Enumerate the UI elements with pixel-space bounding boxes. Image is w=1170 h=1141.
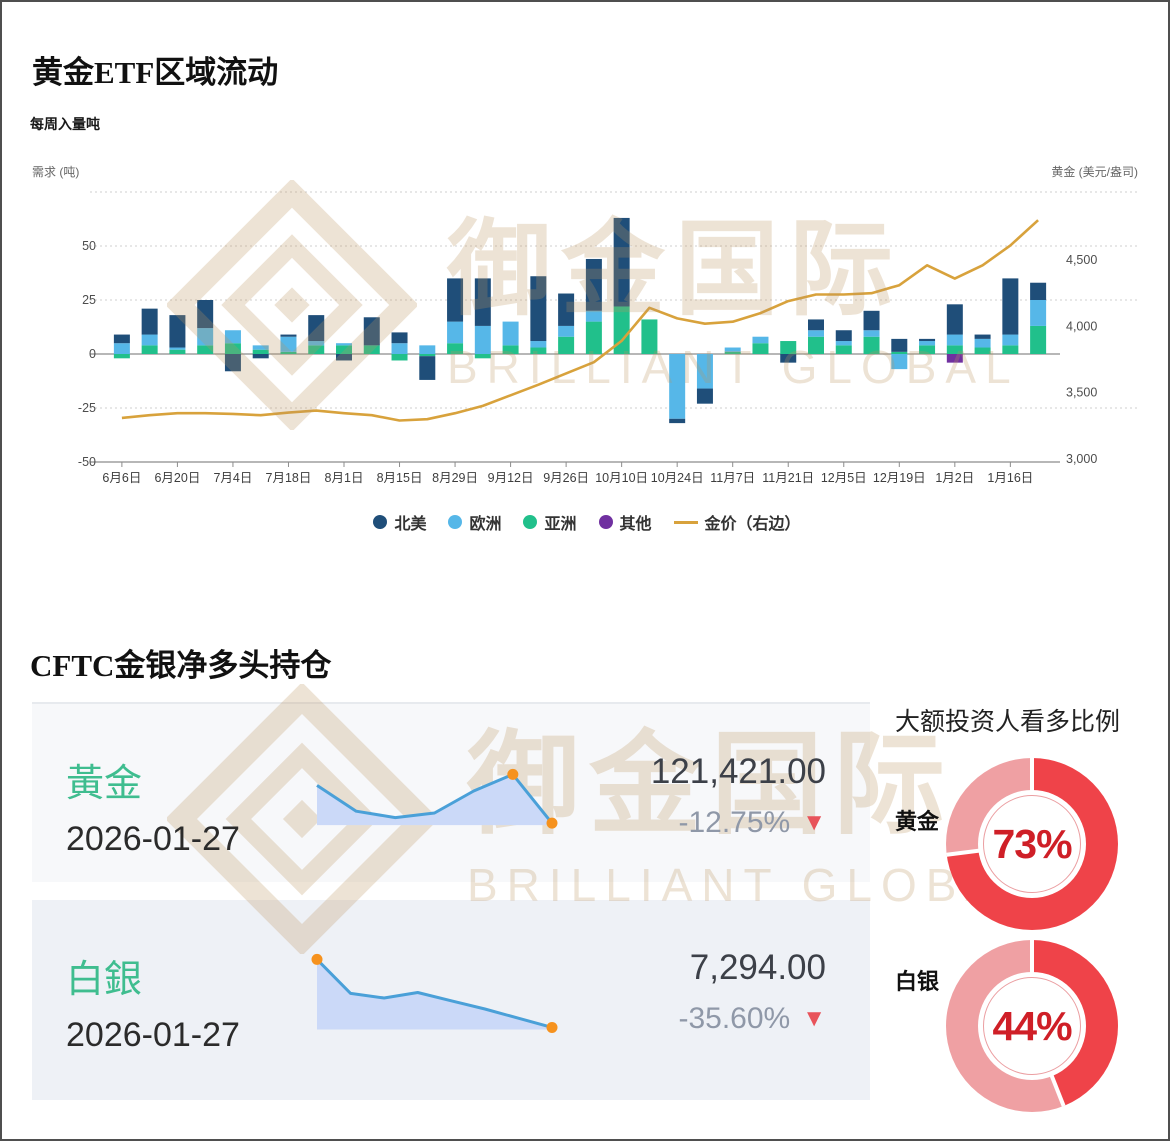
svg-text:7月4日: 7月4日 (213, 471, 252, 485)
svg-text:0: 0 (89, 347, 96, 361)
gold-change-row: -12.75% ▼ (651, 806, 826, 840)
svg-text:12月19日: 12月19日 (873, 471, 926, 485)
dot-swatch-icon (448, 515, 463, 529)
svg-text:1月2日: 1月2日 (935, 471, 974, 485)
legend-item-region: 北美 (373, 510, 426, 534)
gold-donut-label: 黄金 (895, 809, 940, 834)
legend-label: 金价（右边） (704, 516, 801, 533)
svg-text:需求 (吨): 需求 (吨) (32, 165, 79, 179)
svg-text:4,500: 4,500 (1066, 253, 1097, 267)
dot-swatch-icon (598, 515, 613, 529)
legend-label: 北美 (394, 516, 427, 533)
gold-change-percent: -12.75% (678, 806, 791, 839)
silver-card-label: 白銀 (66, 959, 143, 1001)
svg-text:11月21日: 11月21日 (762, 471, 814, 485)
down-triangle-icon: ▼ (802, 1005, 826, 1032)
svg-text:-25: -25 (78, 401, 96, 415)
section1-subtitle: 每周入量吨 (30, 116, 100, 132)
svg-text:3,000: 3,000 (1066, 452, 1097, 466)
legend-item-region: 欧洲 (448, 510, 501, 534)
gold-value-block: 121,421.00 -12.75% ▼ (651, 752, 826, 840)
svg-text:8月15日: 8月15日 (377, 471, 423, 485)
dot-swatch-icon (373, 515, 388, 529)
svg-text:-50: -50 (78, 455, 96, 469)
silver-position-card: 白銀 2026-01-27 7,294.00 -35.60% ▼ (32, 900, 870, 1100)
legend-label: 其他 (619, 516, 652, 533)
silver-value-block: 7,294.00 -35.60% ▼ (678, 948, 826, 1036)
silver-change-percent: -35.60% (678, 1002, 791, 1035)
down-triangle-icon: ▼ (802, 809, 826, 836)
silver-donut-label: 白银 (895, 969, 940, 994)
legend-label: 亚洲 (544, 516, 577, 533)
svg-text:10月24日: 10月24日 (651, 471, 704, 485)
legend-item-region: 其他 (598, 510, 652, 534)
svg-text:11月7日: 11月7日 (710, 471, 755, 485)
svg-text:8月1日: 8月1日 (325, 471, 364, 485)
svg-text:7月18日: 7月18日 (266, 471, 312, 485)
silver-sparkline-chart (311, 953, 558, 1033)
dot-swatch-icon (523, 515, 538, 529)
svg-text:6月6日: 6月6日 (102, 471, 141, 485)
legend-item-gold-price: 金价（右边） (673, 510, 801, 534)
svg-text:4,000: 4,000 (1066, 319, 1097, 333)
silver-bullish-donut: 44% (946, 940, 1118, 1112)
gold-bullish-donut: 73% (946, 758, 1118, 930)
gold-position-card: 黃金 2026-01-27 121,421.00 -12.75% ▼ (32, 702, 870, 882)
silver-change-row: -35.60% ▼ (678, 1002, 826, 1036)
svg-text:黄金 (美元/盎司): 黄金 (美元/盎司) (1051, 164, 1138, 179)
gold-position-value: 121,421.00 (650, 752, 826, 791)
svg-text:50: 50 (82, 239, 96, 253)
svg-text:10月10日: 10月10日 (595, 471, 648, 485)
section2-title: CFTC金银净多头持仓 (30, 647, 332, 683)
svg-text:6月20日: 6月20日 (154, 471, 200, 485)
donut-inner-ring (983, 795, 1081, 893)
donut-hole: 73% (978, 790, 1086, 898)
gold-sparkline-chart (316, 768, 558, 829)
svg-text:8月29日: 8月29日 (432, 471, 478, 485)
line-swatch-icon (673, 520, 698, 524)
svg-text:1月16日: 1月16日 (987, 471, 1033, 485)
chart-legend: 北美 欧洲 亚洲 其他 金价（右边） (2, 510, 1170, 534)
svg-text:12月5日: 12月5日 (821, 471, 867, 485)
svg-text:9月26日: 9月26日 (543, 471, 589, 485)
donut-inner-ring (983, 977, 1081, 1075)
gold-card-date: 2026-01-27 (66, 820, 240, 858)
svg-text:9月12日: 9月12日 (488, 471, 534, 485)
donut-hole: 44% (978, 972, 1086, 1080)
bullish-ratio-title: 大额投资人看多比例 (895, 708, 1121, 736)
silver-card-date: 2026-01-27 (66, 1016, 240, 1054)
legend-item-region: 亚洲 (523, 510, 577, 534)
svg-text:3,500: 3,500 (1066, 386, 1097, 400)
legend-label: 欧洲 (469, 516, 502, 533)
gold-card-label: 黃金 (66, 763, 143, 805)
silver-position-value: 7,294.00 (689, 948, 826, 987)
section1-title: 黄金ETF区域流动 (32, 54, 279, 90)
svg-text:25: 25 (82, 293, 96, 307)
etf-flow-combo-chart: 6月6日 6月20日 7月4日 7月18日 8月1日 8月15日 8月29日 9月12日 9月2… (30, 162, 1142, 507)
